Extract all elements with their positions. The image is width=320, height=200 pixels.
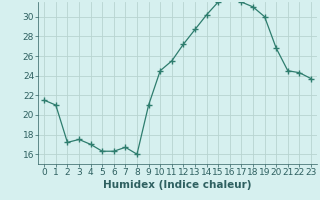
X-axis label: Humidex (Indice chaleur): Humidex (Indice chaleur) [103,180,252,190]
